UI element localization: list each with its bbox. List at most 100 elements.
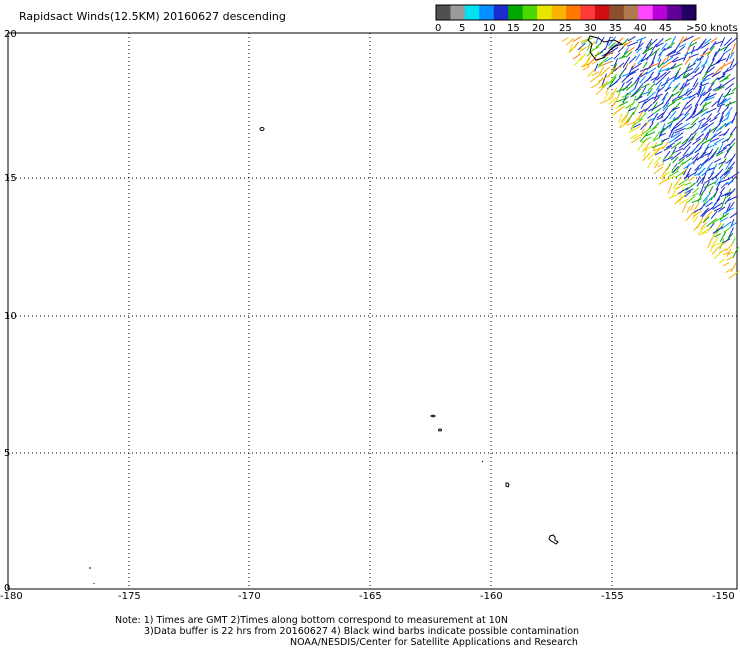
wind-barb: [604, 56, 614, 63]
wind-barb: [691, 132, 697, 142]
wind-barb: [660, 171, 671, 179]
x-tick-label: -180: [0, 591, 23, 602]
wind-barb: [710, 242, 721, 248]
wind-barb: [653, 156, 661, 165]
wind-barb: [683, 160, 695, 170]
wind-barb: [598, 56, 609, 66]
legend-swatch: [609, 5, 625, 20]
wind-barb: [648, 122, 654, 130]
y-tick-label: 5: [4, 448, 10, 459]
wind-barb: [579, 53, 587, 62]
wind-barb: [669, 110, 677, 120]
wind-barb: [712, 66, 723, 77]
wind-barb: [699, 51, 706, 62]
wind-barb: [723, 227, 731, 233]
wind-barb: [687, 77, 694, 82]
x-tick-label: -170: [238, 591, 261, 602]
wind-barb: [720, 62, 726, 71]
wind-barb: [692, 187, 700, 194]
wind-barb: [715, 182, 721, 191]
wind-barb: [721, 106, 729, 115]
wind-barb: [674, 127, 686, 134]
wind-barb: [653, 107, 662, 114]
legend-label: 5: [459, 23, 465, 34]
wind-barb: [601, 73, 607, 86]
wind-barb: [725, 106, 733, 117]
legend-label: 30: [584, 23, 597, 34]
wind-barb: [726, 251, 734, 256]
wind-barb: [729, 171, 740, 180]
wind-barb: [643, 145, 654, 151]
wind-barb: [705, 92, 711, 101]
wind-barb: [686, 90, 693, 97]
wind-barb: [570, 45, 577, 51]
wind-barb: [702, 101, 712, 108]
wind-barb: [694, 155, 705, 162]
wind-barb: [724, 121, 733, 126]
wind-barb-swath: [561, 35, 740, 279]
wind-barb: [595, 42, 602, 48]
legend-swatch: [580, 5, 596, 20]
wind-barb: [712, 202, 723, 210]
wind-barb: [623, 47, 630, 55]
wind-barb: [621, 76, 628, 83]
wind-barb: [619, 117, 627, 126]
wind-barb: [685, 87, 694, 94]
wind-barb: [692, 71, 702, 78]
wind-barb: [632, 88, 642, 97]
grid-lines: [8, 33, 737, 589]
wind-barb: [706, 113, 713, 121]
wind-barb: [732, 246, 739, 259]
wind-barb: [637, 142, 644, 151]
wind-barb: [668, 193, 680, 199]
wind-barb: [703, 181, 716, 189]
wind-barb: [637, 113, 642, 121]
wind-barb: [730, 43, 736, 55]
wind-barb: [708, 185, 714, 194]
legend-swatch: [450, 5, 466, 20]
wind-barb: [640, 52, 648, 63]
wind-barb: [717, 143, 724, 154]
wind-barb: [675, 161, 684, 172]
wind-barb: [647, 107, 655, 112]
wind-barb: [707, 82, 715, 91]
wind-barb: [667, 182, 673, 194]
wind-barb: [647, 117, 656, 122]
wind-barb: [688, 176, 695, 182]
wind-barb: [701, 172, 707, 185]
wind-barb: [660, 125, 669, 134]
wind-barb: [655, 81, 663, 91]
wind-barb: [729, 211, 738, 219]
legend-swatch: [638, 5, 654, 20]
wind-barb: [702, 55, 710, 68]
wind-barb: [670, 52, 681, 58]
legend-swatch: [652, 5, 668, 20]
wind-barb: [727, 176, 737, 186]
legend-swatch: [551, 5, 567, 20]
wind-barb: [661, 61, 673, 69]
wind-barb: [723, 166, 734, 176]
wind-barb: [647, 113, 655, 119]
wind-barb: [713, 158, 722, 163]
wind-barb: [597, 75, 609, 83]
wind-barb: [615, 102, 623, 110]
wind-barb: [678, 178, 689, 186]
wind-barb: [726, 145, 732, 152]
wind-barb: [608, 76, 617, 88]
wind-barb: [719, 231, 727, 242]
wind-barb: [702, 197, 709, 206]
wind-barb: [711, 173, 720, 181]
wind-barb: [641, 55, 650, 62]
wind-barb: [697, 121, 703, 129]
wind-barb: [580, 62, 592, 68]
wind-barb: [706, 218, 718, 227]
wind-barb: [601, 80, 612, 88]
legend-border: [435, 4, 697, 21]
wind-barb: [709, 241, 716, 253]
wind-barb: [661, 42, 668, 51]
wind-barb: [604, 51, 615, 58]
wind-barb: [711, 101, 718, 108]
legend-label: 10: [483, 23, 496, 34]
wind-barb: [631, 62, 642, 70]
